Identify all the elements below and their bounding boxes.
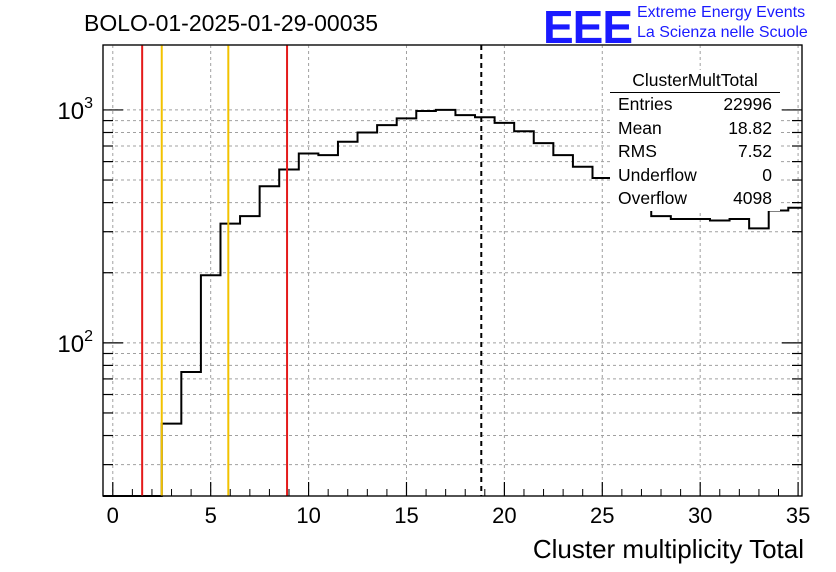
stats-row-rms: RMS 7.52 bbox=[610, 140, 780, 164]
axes: 0 5 10 15 20 25 30 35 102 103 bbox=[57, 44, 810, 528]
stats-value: 4098 bbox=[733, 188, 772, 208]
x-tick-label: 15 bbox=[394, 503, 418, 528]
histogram-bin bbox=[573, 167, 593, 496]
histogram-bars bbox=[103, 108, 802, 497]
histogram-bin bbox=[220, 224, 240, 496]
stats-box: ClusterMultTotal Entries 22996 Mean 18.8… bbox=[610, 70, 780, 211]
histogram-bin bbox=[730, 219, 750, 496]
x-tick-label: 20 bbox=[492, 503, 516, 528]
stats-label: Entries bbox=[618, 94, 673, 114]
stats-row-overflow: Overflow 4098 bbox=[610, 187, 780, 211]
histogram-bin bbox=[358, 132, 378, 496]
histogram-bin bbox=[436, 110, 456, 496]
histogram-bin bbox=[162, 424, 182, 496]
stats-title: ClusterMultTotal bbox=[610, 70, 780, 93]
histogram-bin bbox=[397, 118, 417, 496]
stats-label: Mean bbox=[618, 117, 662, 138]
histogram-bin bbox=[318, 155, 338, 496]
histogram-bin bbox=[710, 221, 730, 496]
x-tick-label: 30 bbox=[688, 503, 712, 528]
marker-lines bbox=[141, 45, 483, 496]
histogram-bin bbox=[475, 117, 495, 496]
stats-label: Overflow bbox=[618, 188, 688, 208]
stats-label: RMS bbox=[618, 141, 657, 161]
histogram-bin bbox=[612, 193, 632, 496]
histogram-bin bbox=[749, 228, 769, 496]
stats-value: 22996 bbox=[723, 94, 772, 114]
histogram-bin bbox=[514, 131, 534, 496]
histogram-bin bbox=[671, 219, 691, 496]
x-tick-label: 35 bbox=[786, 503, 810, 528]
stats-value: 0 bbox=[762, 164, 772, 185]
histogram-outline bbox=[103, 108, 802, 497]
histogram-bin bbox=[181, 372, 201, 496]
histogram-bin bbox=[632, 204, 652, 496]
histogram-bin bbox=[455, 115, 475, 496]
stats-value: 18.82 bbox=[728, 117, 772, 138]
histogram-bin bbox=[279, 169, 299, 496]
histogram-bin bbox=[240, 216, 260, 496]
stats-value: 7.52 bbox=[737, 141, 772, 161]
x-tick-label: 5 bbox=[205, 503, 217, 528]
stats-row-mean: Mean 18.82 bbox=[610, 117, 780, 141]
histogram-bin bbox=[651, 216, 671, 496]
histogram-bin bbox=[260, 186, 280, 496]
histogram-bin bbox=[201, 275, 221, 496]
eee-logo-mark: EEE bbox=[543, 1, 633, 53]
y-tick-label: 103 bbox=[57, 95, 93, 125]
histogram-bin bbox=[338, 142, 358, 496]
stats-row-underflow: Underflow 0 bbox=[610, 164, 780, 188]
stats-label: Underflow bbox=[618, 164, 697, 185]
plot-border bbox=[102, 44, 803, 497]
histogram-bin bbox=[534, 143, 554, 496]
x-tick-label: 0 bbox=[107, 503, 119, 528]
stats-row-entries: Entries 22996 bbox=[610, 93, 780, 117]
x-axis-label: Cluster multiplicity Total bbox=[532, 534, 804, 564]
histogram-bin bbox=[299, 154, 319, 496]
eee-logo-line1: Extreme Energy Events bbox=[637, 4, 806, 21]
x-tick-label: 10 bbox=[296, 503, 320, 528]
x-tick-label: 25 bbox=[590, 503, 614, 528]
histogram-bin bbox=[416, 111, 436, 496]
grid-lines bbox=[103, 45, 802, 496]
chart-title: BOLO-01-2025-01-29-00035 bbox=[84, 10, 379, 36]
histogram-bin bbox=[377, 125, 397, 496]
y-tick-label: 102 bbox=[57, 328, 93, 358]
histogram-bin bbox=[553, 155, 573, 496]
eee-logo-line2: La Scienza nelle Scuole bbox=[637, 24, 808, 41]
histogram-bin bbox=[788, 208, 802, 496]
